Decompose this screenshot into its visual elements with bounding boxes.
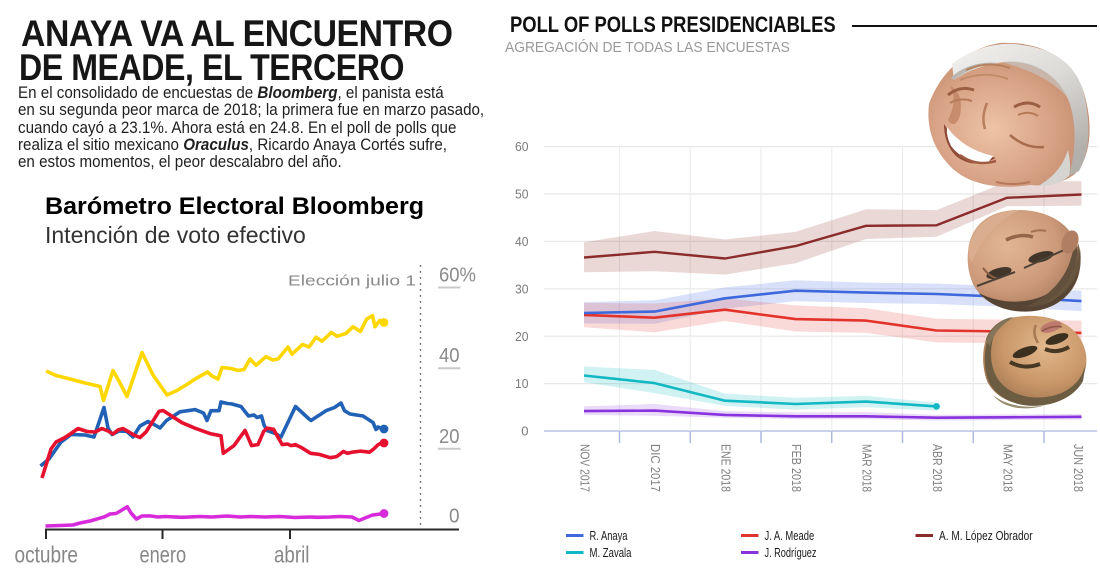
svg-text:A. M. López Obrador: A. M. López Obrador: [939, 528, 1033, 543]
svg-text:NOV 2017: NOV 2017: [578, 444, 592, 492]
svg-text:DIC 2017: DIC 2017: [648, 444, 662, 492]
svg-text:JUN 2018: JUN 2018: [1071, 444, 1085, 492]
svg-text:octubre: octubre: [15, 542, 79, 568]
svg-text:enero: enero: [140, 542, 187, 568]
svg-text:MAR 2018: MAR 2018: [860, 444, 874, 492]
svg-text:0: 0: [521, 424, 528, 439]
svg-text:MAY 2018: MAY 2018: [1001, 444, 1015, 492]
svg-text:60: 60: [515, 139, 529, 154]
svg-text:30: 30: [515, 281, 529, 296]
svg-text:20: 20: [515, 329, 529, 344]
svg-text:40: 40: [515, 234, 529, 249]
svg-text:FEB 2018: FEB 2018: [789, 444, 803, 492]
svg-text:R. Anaya: R. Anaya: [590, 528, 628, 543]
svg-text:0: 0: [449, 505, 460, 528]
svg-text:J. A. Meade: J. A. Meade: [765, 528, 815, 543]
svg-text:M. Zavala: M. Zavala: [590, 545, 632, 560]
svg-text:40: 40: [439, 344, 460, 367]
svg-text:J. Rodríguez: J. Rodríguez: [765, 545, 817, 560]
svg-text:10: 10: [515, 376, 529, 391]
svg-text:ABR 2018: ABR 2018: [930, 444, 944, 492]
svg-text:60%: 60%: [439, 264, 476, 287]
svg-text:Elección julio 1: Elección julio 1: [288, 272, 416, 289]
svg-text:20: 20: [439, 425, 460, 448]
svg-text:50: 50: [515, 187, 529, 202]
svg-text:ENE 2018: ENE 2018: [719, 444, 733, 492]
svg-text:abril: abril: [274, 542, 309, 568]
